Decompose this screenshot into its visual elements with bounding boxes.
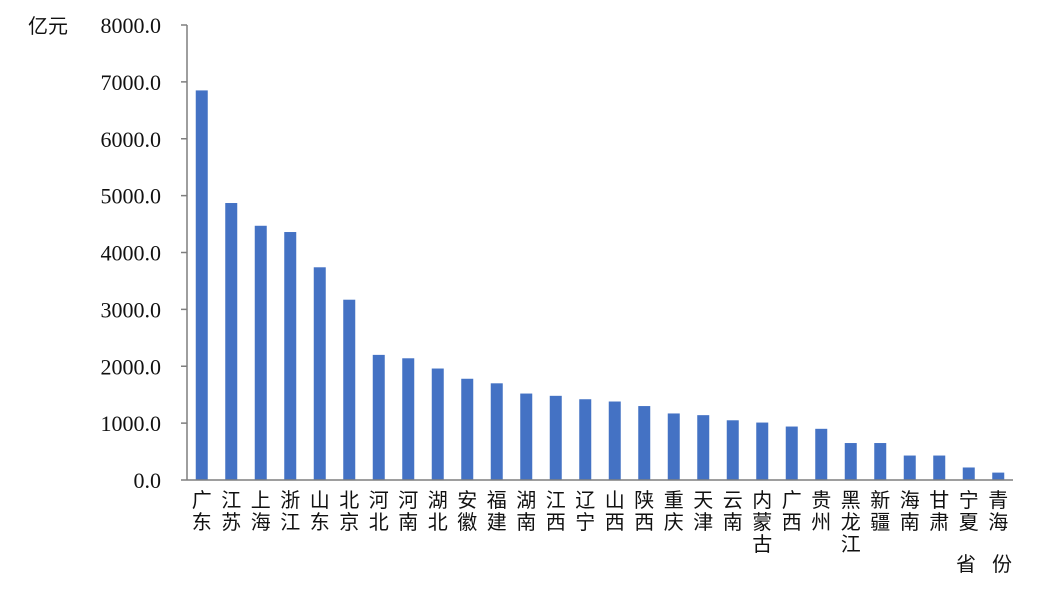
bar [992,472,1005,480]
bar [402,358,415,480]
y-tick-label: 7000.0 [101,70,162,95]
x-category-label: 上海 [251,488,271,534]
bar [225,203,238,481]
x-category-label: 宁夏 [959,488,979,534]
x-category-label: 河南 [398,488,418,534]
x-category-label: 北京 [339,488,359,534]
bar [697,415,710,480]
x-category-label: 贵州 [811,488,831,534]
y-tick-label: 5000.0 [101,184,162,209]
bar [461,378,474,480]
bar [844,443,857,480]
x-axis-labels: 广东江苏上海浙江山东北京河北河南湖北安徽福建湖南江西辽宁山西陕西重庆天津云南内蒙… [192,488,1009,556]
bar [962,467,975,480]
x-category-label: 新疆 [870,488,890,534]
y-axis-ticks: 0.0 1000.0 2000.0 3000.0 4000.0 5000.0 6000.0 7… [101,13,187,493]
y-tick-label: 6000.0 [101,127,162,152]
x-category-label: 山东 [310,488,330,534]
x-category-label: 浙江 [280,488,300,534]
bar [254,225,267,480]
x-category-label: 青海 [988,488,1008,534]
x-category-label: 云南 [723,488,743,534]
bar [579,399,592,480]
bar [933,455,946,480]
x-category-label: 甘肃 [929,488,949,534]
bar [903,455,916,480]
x-axis-title: 省份 [956,552,1012,576]
x-category-label: 江西 [546,488,566,534]
x-category-label: 广西 [782,488,802,534]
bars [195,90,1005,481]
bar [608,401,621,480]
bar [490,383,503,480]
bar [726,420,739,480]
y-tick-label: 2000.0 [101,354,162,379]
bar [195,90,208,480]
x-category-label: 重庆 [664,488,684,534]
bar [874,443,887,480]
y-tick-label: 3000.0 [101,297,162,322]
y-axis-unit-label: 亿元 [28,14,68,38]
bar [815,428,828,480]
y-tick-label: 0.0 [134,468,162,493]
bar [431,368,444,480]
y-tick-label: 8000.0 [101,13,162,38]
x-category-label: 陕西 [634,488,654,534]
bar [343,299,356,480]
bar [638,406,651,480]
bar [785,426,798,480]
x-category-label: 海南 [900,488,920,534]
x-axis-title-text: 省份 [956,552,1012,576]
x-category-label: 内蒙古 [752,488,772,556]
x-category-label: 辽宁 [575,488,595,534]
bar [667,413,680,480]
x-category-label: 安徽 [457,488,477,534]
bar [520,393,533,480]
y-tick-label: 1000.0 [101,411,162,436]
x-category-label: 黑龙江 [841,488,861,556]
bar [372,354,385,480]
bar [756,422,769,480]
x-category-label: 湖北 [428,488,448,534]
bar [284,232,297,480]
x-category-label: 山西 [605,488,625,534]
bar [313,267,326,480]
x-category-label: 广东 [192,488,212,534]
y-tick-label: 4000.0 [101,241,162,266]
x-category-label: 福建 [487,488,507,534]
bar [549,395,562,480]
x-category-label: 天津 [693,488,713,534]
x-category-label: 河北 [369,488,389,534]
x-category-label: 江苏 [221,488,241,534]
x-category-label: 湖南 [516,488,536,534]
